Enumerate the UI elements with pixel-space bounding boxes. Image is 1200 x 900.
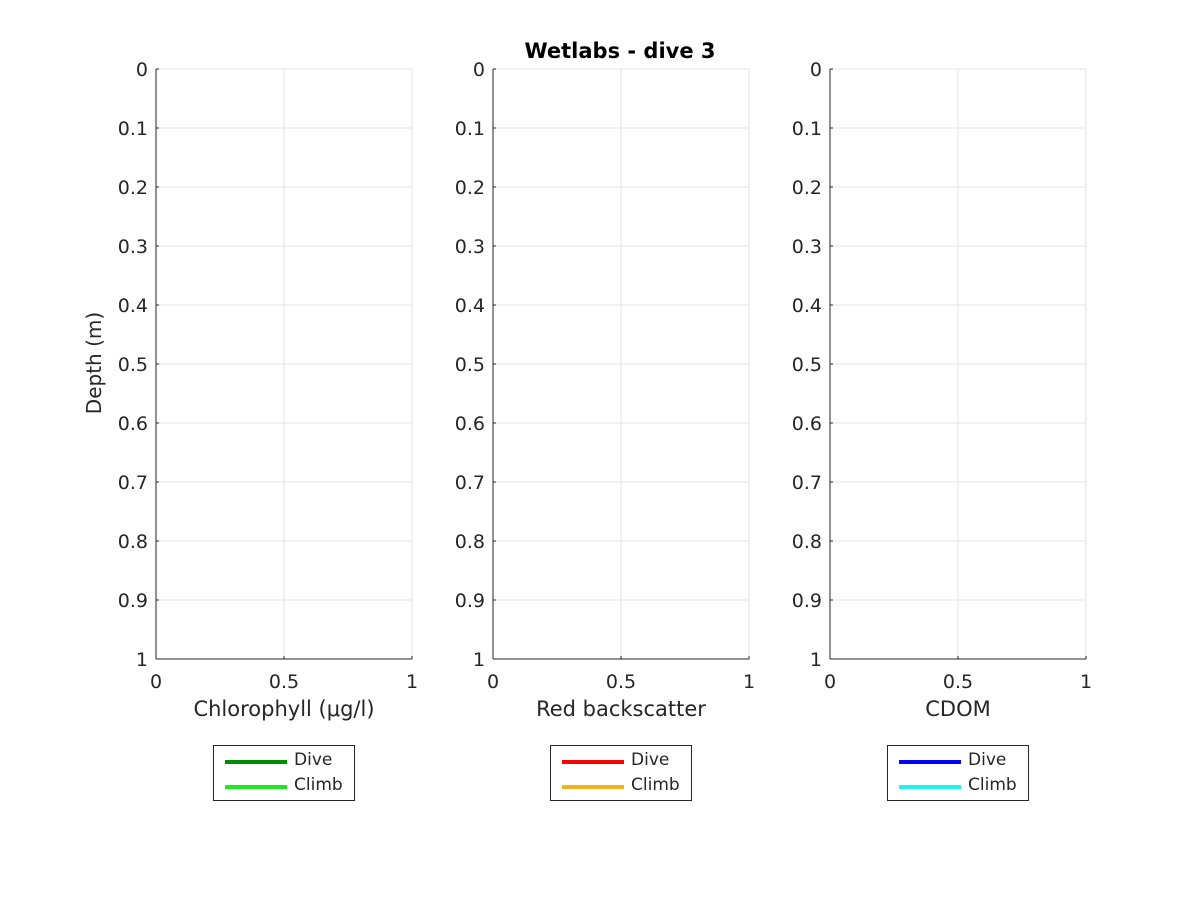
y-tick-label: 1 bbox=[473, 649, 485, 671]
x-tick-label: 1 bbox=[406, 671, 418, 693]
y-tick-label: 0.8 bbox=[455, 531, 485, 553]
y-tick-label: 0.9 bbox=[792, 590, 822, 612]
legend-swatch bbox=[899, 785, 961, 789]
y-tick-label: 0.4 bbox=[455, 295, 485, 317]
legend-entry-dive: Dive bbox=[214, 746, 354, 770]
x-tick-label: 0.5 bbox=[606, 671, 636, 693]
panels: 00.10.20.30.40.50.60.70.80.910 0.5 1Chloro… bbox=[118, 59, 1092, 721]
legend-label: Climb bbox=[631, 775, 680, 795]
y-tick-label: 0.9 bbox=[118, 590, 148, 612]
legend-label: Climb bbox=[968, 775, 1017, 795]
legend-entry-dive: Dive bbox=[888, 746, 1028, 770]
y-tick-label: 0.5 bbox=[455, 354, 485, 376]
x-axis-label: Red backscatter bbox=[536, 697, 706, 721]
legend-swatch bbox=[562, 760, 624, 764]
y-tick-label: 0.9 bbox=[455, 590, 485, 612]
y-tick-label: 0.8 bbox=[792, 531, 822, 553]
legend-2: Dive Climb bbox=[550, 745, 692, 801]
x-axis-label: Chlorophyll (μg/l) bbox=[193, 697, 374, 721]
y-tick-label: 0.3 bbox=[455, 236, 485, 258]
y-axis-label: Depth (m) bbox=[82, 312, 106, 414]
y-tick-label: 0.2 bbox=[792, 177, 822, 199]
y-tick-label: 0.5 bbox=[792, 354, 822, 376]
x-tick-label: 0.5 bbox=[269, 671, 299, 693]
y-tick-label: 0.6 bbox=[792, 413, 822, 435]
legend-label: Dive bbox=[968, 750, 1007, 770]
y-tick-label: 0.1 bbox=[118, 118, 148, 140]
x-tick-label: 1 bbox=[1080, 671, 1092, 693]
y-tick-label: 0.6 bbox=[118, 413, 148, 435]
legend-label: Dive bbox=[631, 750, 670, 770]
x-tick-label: 0.5 bbox=[943, 671, 973, 693]
y-tick-label: 0.7 bbox=[118, 472, 148, 494]
panel-1: 00.10.20.30.40.50.60.70.80.910 0.5 1Chloro… bbox=[118, 59, 418, 721]
y-tick-label: 0.6 bbox=[455, 413, 485, 435]
y-tick-label: 0.7 bbox=[455, 472, 485, 494]
y-tick-label: 0.1 bbox=[455, 118, 485, 140]
legend-swatch bbox=[562, 785, 624, 789]
y-tick-label: 0 bbox=[136, 59, 148, 81]
legend-swatch bbox=[225, 760, 287, 764]
legend-entry-climb: Climb bbox=[214, 771, 354, 795]
y-tick-label: 1 bbox=[810, 649, 822, 671]
x-axis-label: CDOM bbox=[925, 697, 990, 721]
y-tick-label: 0.8 bbox=[118, 531, 148, 553]
x-tick-label: 0 bbox=[487, 671, 499, 693]
legend-3: Dive Climb bbox=[887, 745, 1029, 801]
x-tick-label: 0 bbox=[824, 671, 836, 693]
chart-title: Wetlabs - dive 3 bbox=[524, 39, 715, 63]
y-tick-label: 0 bbox=[473, 59, 485, 81]
y-tick-label: 0.4 bbox=[118, 295, 148, 317]
legend-label: Climb bbox=[294, 775, 343, 795]
y-tick-label: 0 bbox=[810, 59, 822, 81]
legend-swatch bbox=[225, 785, 287, 789]
y-tick-label: 0.1 bbox=[792, 118, 822, 140]
y-tick-label: 0.4 bbox=[792, 295, 822, 317]
y-tick-label: 0.5 bbox=[118, 354, 148, 376]
legend-entry-climb: Climb bbox=[888, 771, 1028, 795]
y-tick-label: 0.2 bbox=[118, 177, 148, 199]
legend-entry-dive: Dive bbox=[551, 746, 691, 770]
x-tick-label: 0 bbox=[150, 671, 162, 693]
y-tick-label: 0.7 bbox=[792, 472, 822, 494]
legend-1: Dive Climb bbox=[213, 745, 355, 801]
x-tick-label: 1 bbox=[743, 671, 755, 693]
y-tick-label: 0.2 bbox=[455, 177, 485, 199]
legend-label: Dive bbox=[294, 750, 333, 770]
y-tick-label: 0.3 bbox=[792, 236, 822, 258]
legend-entry-climb: Climb bbox=[551, 771, 691, 795]
y-tick-label: 0.3 bbox=[118, 236, 148, 258]
legend-swatch bbox=[899, 760, 961, 764]
y-tick-label: 1 bbox=[136, 649, 148, 671]
